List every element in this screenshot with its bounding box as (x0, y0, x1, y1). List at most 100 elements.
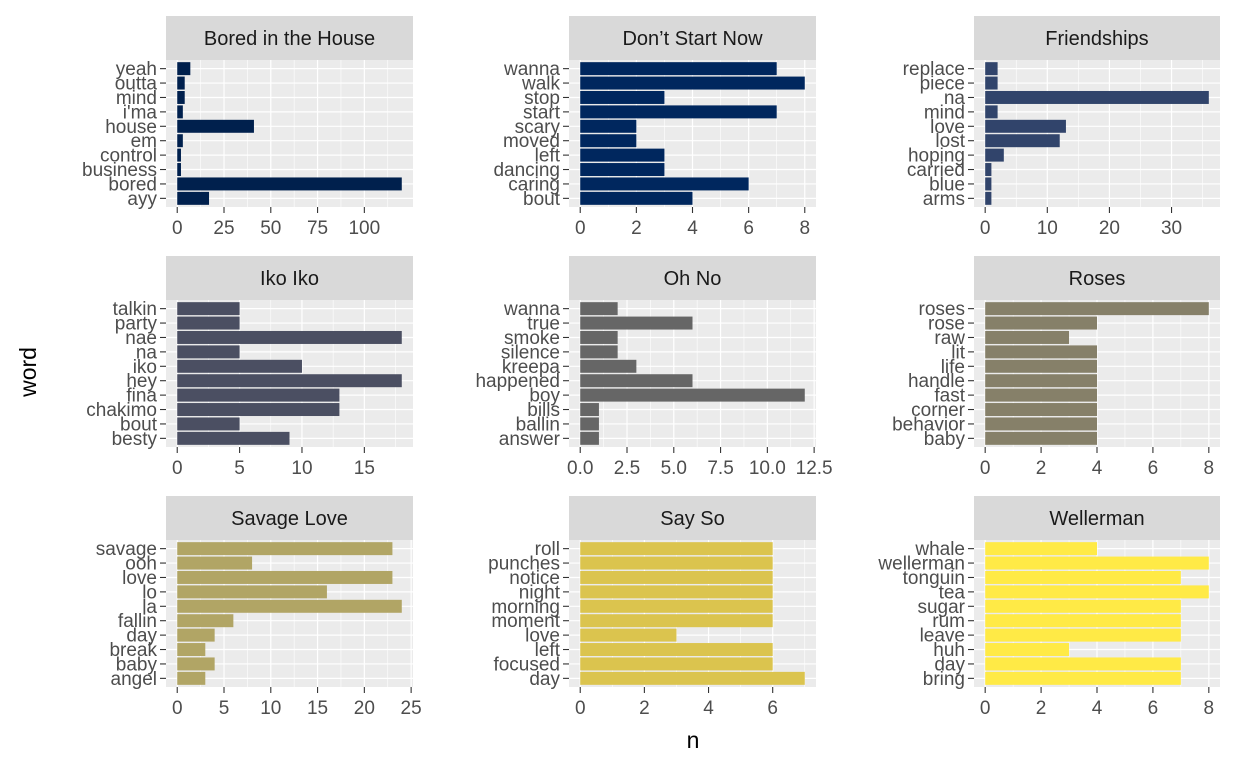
bar (580, 345, 618, 359)
y-tick-label: answer (499, 429, 561, 450)
y-tick-label: roll (535, 539, 560, 560)
y-tick-label: party (115, 314, 158, 335)
bar (177, 119, 254, 133)
y-tick-label: iko (133, 357, 157, 378)
facet-strip (974, 256, 1220, 300)
y-tick-label: na (136, 342, 158, 363)
y-tick-label: roses (919, 299, 965, 320)
bar (177, 599, 402, 613)
y-tick-label: scary (515, 117, 561, 138)
x-tick-label: 2 (1036, 458, 1047, 479)
y-tick-label: business (82, 160, 157, 181)
y-tick-label: handle (908, 371, 965, 392)
y-tick-label: tea (939, 582, 966, 603)
bar (580, 148, 665, 162)
bar (177, 316, 240, 330)
bar (985, 191, 992, 205)
facet-title: Friendships (1045, 28, 1148, 50)
y-tick-label: em (131, 131, 157, 152)
bar (985, 417, 1097, 431)
bar (177, 388, 340, 402)
y-tick-label: fallin (118, 611, 157, 632)
x-tick-label: 100 (348, 218, 380, 239)
y-tick-label: house (105, 117, 157, 138)
bar (580, 90, 665, 104)
bar (985, 148, 1004, 162)
y-tick-label: i'ma (123, 102, 158, 123)
bar (580, 76, 805, 90)
y-tick-label: wanna (503, 59, 560, 80)
y-tick-label: kreepa (502, 357, 561, 378)
y-tick-label: lo (142, 582, 157, 603)
y-tick-label: carried (907, 160, 965, 181)
bar (985, 105, 998, 119)
facet-title: Oh No (664, 268, 722, 290)
facet-panel: Oh Noanswerballinbillsboyhappenedkreepas… (475, 256, 833, 479)
bar (985, 431, 1097, 445)
bar (985, 62, 998, 76)
x-tick-label: 15 (307, 698, 328, 719)
x-tick-label: 10.0 (749, 458, 786, 479)
y-tick-label: true (527, 314, 560, 335)
x-tick-label: 0 (172, 218, 183, 239)
bar (580, 628, 677, 642)
y-tick-label: start (523, 102, 561, 123)
y-tick-label: wanna (503, 299, 560, 320)
y-tick-label: day (126, 626, 157, 647)
facet-panel: Don’t Start Now boutcaringdancingleftmove… (493, 16, 816, 239)
bar (985, 119, 1066, 133)
x-tick-label: 8 (799, 218, 810, 239)
x-tick-label: 5.0 (661, 458, 687, 479)
facet-panel: Friendships armsbluecarriedhopinglostlove… (903, 16, 1220, 239)
y-axis-title: word (15, 347, 41, 398)
y-tick-label: lost (935, 131, 965, 152)
y-tick-label: baby (116, 654, 158, 675)
y-tick-label: ayy (127, 189, 157, 210)
y-tick-label: raw (934, 328, 965, 349)
y-tick-label: punches (488, 554, 560, 575)
bar (177, 671, 206, 685)
x-tick-label: 10 (1037, 218, 1058, 239)
bar (177, 359, 302, 373)
y-tick-label: angel (111, 669, 158, 690)
bar (177, 76, 185, 90)
y-tick-label: focused (493, 654, 560, 675)
y-tick-label: break (109, 640, 157, 661)
x-tick-label: 5 (219, 698, 230, 719)
bar (985, 359, 1097, 373)
y-tick-label: wellerman (877, 554, 965, 575)
y-tick-label: na (944, 88, 966, 109)
x-tick-label: 7.5 (707, 458, 733, 479)
x-tick-label: 4 (687, 218, 698, 239)
bar (985, 90, 1209, 104)
x-tick-label: 0 (980, 218, 991, 239)
facet-strip (569, 256, 816, 300)
y-tick-label: piece (920, 74, 965, 95)
bar (580, 556, 773, 570)
bar (580, 163, 665, 177)
x-tick-label: 25 (401, 698, 422, 719)
x-tick-label: 50 (260, 218, 281, 239)
bar (985, 134, 1060, 148)
y-tick-label: bout (120, 414, 158, 435)
y-tick-label: left (535, 640, 561, 661)
bar (580, 570, 773, 584)
y-tick-label: love (525, 626, 560, 647)
panels-layer: Bored in the House ayyboredbusinesscontro… (82, 16, 1220, 719)
y-tick-label: sugar (917, 597, 965, 618)
y-tick-label: corner (911, 400, 966, 421)
y-tick-label: bout (523, 189, 561, 210)
facet-panel: Iko Iko bestyboutchakimofinaheyikonanaepa… (86, 256, 413, 479)
bar (177, 585, 327, 599)
bar (580, 388, 805, 402)
y-tick-label: la (142, 597, 157, 618)
bar (985, 330, 1070, 344)
x-tick-label: 0 (172, 698, 183, 719)
bar (177, 417, 240, 431)
x-tick-label: 6 (1148, 458, 1159, 479)
x-tick-label: 4 (1092, 458, 1103, 479)
y-tick-label: hoping (908, 146, 965, 167)
y-tick-label: whale (914, 539, 965, 560)
bar (580, 599, 773, 613)
bar (177, 191, 210, 205)
